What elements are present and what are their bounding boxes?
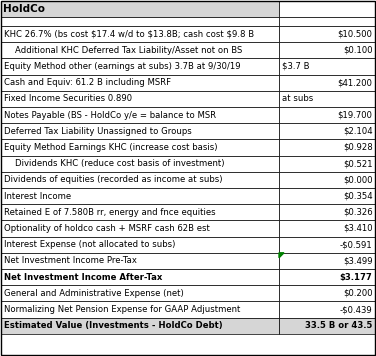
Bar (1, 26, 279, 42)
Bar (1, 123, 279, 140)
Bar (1, 188, 279, 204)
Bar (279, 253, 375, 269)
Bar (1, 172, 279, 188)
Text: 33.5 B or 43.5: 33.5 B or 43.5 (305, 321, 373, 330)
Bar (279, 123, 375, 140)
Bar (279, 17, 375, 26)
Text: Equity Method other (earnings at subs) 3.7B at 9/30/19: Equity Method other (earnings at subs) 3… (3, 62, 240, 71)
Text: $3.177: $3.177 (340, 273, 373, 282)
Text: $0.326: $0.326 (343, 208, 373, 217)
Text: Interest Income: Interest Income (3, 192, 71, 200)
Bar (279, 220, 375, 237)
Text: $3.410: $3.410 (343, 224, 373, 233)
Bar (1, 302, 279, 318)
Bar (279, 237, 375, 253)
Bar (1, 204, 279, 220)
Bar (1, 285, 279, 302)
Text: $0.928: $0.928 (343, 143, 373, 152)
Text: Net Investment Income After-Tax: Net Investment Income After-Tax (3, 273, 162, 282)
Bar (279, 91, 375, 107)
Text: $0.521: $0.521 (343, 159, 373, 168)
Bar (279, 26, 375, 42)
Polygon shape (279, 253, 284, 258)
Text: Fixed Income Securities 0.890: Fixed Income Securities 0.890 (3, 94, 132, 103)
Bar (1, 17, 279, 26)
Text: Dividends KHC (reduce cost basis of investment): Dividends KHC (reduce cost basis of inve… (3, 159, 224, 168)
Text: Optionality of holdco cash + MSRF cash 62B est: Optionality of holdco cash + MSRF cash 6… (3, 224, 209, 233)
Bar (1, 253, 279, 269)
Text: Dividends of equities (recorded as income at subs): Dividends of equities (recorded as incom… (3, 176, 222, 184)
Text: Retained E of 7.580B rr, energy and fnce equities: Retained E of 7.580B rr, energy and fnce… (3, 208, 215, 217)
Bar (1, 237, 279, 253)
Bar (279, 107, 375, 123)
Text: $0.354: $0.354 (343, 192, 373, 200)
Bar (279, 302, 375, 318)
Text: -$0.591: -$0.591 (340, 240, 373, 249)
Text: $3.499: $3.499 (343, 256, 373, 266)
Text: HoldCo: HoldCo (3, 4, 45, 14)
Bar (279, 75, 375, 91)
Bar (1, 107, 279, 123)
Bar (279, 140, 375, 156)
Bar (279, 172, 375, 188)
Text: $41.200: $41.200 (338, 78, 373, 87)
Text: Net Investment Income Pre-Tax: Net Investment Income Pre-Tax (3, 256, 136, 266)
Bar (279, 58, 375, 75)
Text: Notes Payable (BS - HoldCo y/e = balance to MSR: Notes Payable (BS - HoldCo y/e = balance… (3, 111, 215, 120)
Bar (279, 285, 375, 302)
Bar (279, 318, 375, 334)
Bar (1, 91, 279, 107)
Bar (1, 58, 279, 75)
Bar (1, 318, 279, 334)
Bar (1, 269, 279, 285)
Text: Deferred Tax Liability Unassigned to Groups: Deferred Tax Liability Unassigned to Gro… (3, 127, 191, 136)
Text: $10.500: $10.500 (338, 30, 373, 38)
Text: $0.000: $0.000 (343, 176, 373, 184)
Bar (1, 42, 279, 58)
Text: Estimated Value (Investments - HoldCo Debt): Estimated Value (Investments - HoldCo De… (3, 321, 222, 330)
Text: KHC 26.7% (bs cost $17.4 w/d to $13.8B; cash cost $9.8 B: KHC 26.7% (bs cost $17.4 w/d to $13.8B; … (3, 30, 254, 38)
Text: Interest Expense (not allocated to subs): Interest Expense (not allocated to subs) (3, 240, 175, 249)
Text: $0.100: $0.100 (343, 46, 373, 55)
Bar (279, 1, 375, 17)
Bar (1, 1, 279, 17)
Bar (279, 188, 375, 204)
Bar (279, 204, 375, 220)
Bar (279, 42, 375, 58)
Text: Additional KHC Deferred Tax Liability/Asset not on BS: Additional KHC Deferred Tax Liability/As… (3, 46, 242, 55)
Text: Equity Method Earnings KHC (increase cost basis): Equity Method Earnings KHC (increase cos… (3, 143, 217, 152)
Bar (1, 75, 279, 91)
Bar (1, 220, 279, 237)
Text: General and Administrative Expense (net): General and Administrative Expense (net) (3, 289, 183, 298)
Bar (1, 140, 279, 156)
Text: $3.7 B: $3.7 B (282, 62, 309, 71)
Text: Cash and Equiv: 61.2 B including MSRF: Cash and Equiv: 61.2 B including MSRF (3, 78, 170, 87)
Text: $2.104: $2.104 (343, 127, 373, 136)
Text: $0.200: $0.200 (343, 289, 373, 298)
Text: at subs: at subs (282, 94, 313, 103)
Bar (279, 156, 375, 172)
Bar (279, 269, 375, 285)
Text: -$0.439: -$0.439 (340, 305, 373, 314)
Bar (1, 156, 279, 172)
Text: $19.700: $19.700 (338, 111, 373, 120)
Text: Normalizing Net Pension Expense for GAAP Adjustment: Normalizing Net Pension Expense for GAAP… (3, 305, 240, 314)
